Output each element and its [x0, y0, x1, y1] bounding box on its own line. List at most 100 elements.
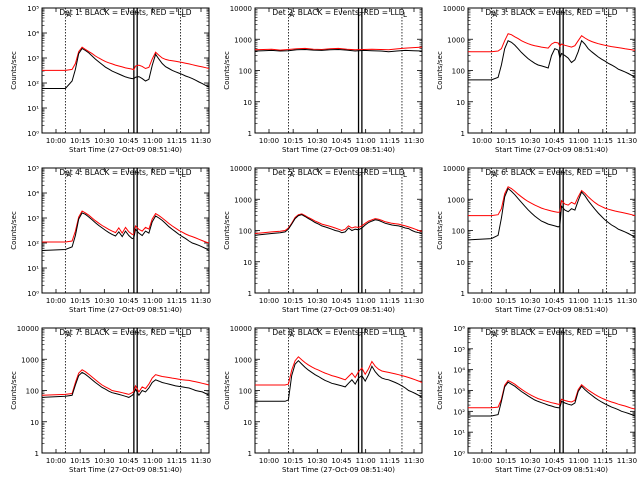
x-tick-label: 10:30 [94, 457, 114, 465]
y-tick-label: 10000 [443, 5, 465, 13]
x-tick-label: 10:45 [544, 457, 564, 465]
y-tick-label: 1000 [21, 356, 39, 364]
chart-title: Det 5: BLACK = Events, RED = LLD [272, 168, 404, 177]
time-marker-label: A [492, 171, 497, 179]
time-marker-label: A [289, 331, 294, 339]
time-marker-label: L [608, 11, 612, 19]
x-tick-label: 10:00 [259, 137, 279, 145]
y-tick-label: 10 [456, 259, 465, 267]
series-line-lld [42, 46, 210, 71]
y-tick-label: 10² [27, 80, 39, 88]
x-tick-label: 10:30 [94, 137, 114, 145]
plot-frame [467, 167, 636, 294]
plot-frame [41, 167, 210, 294]
y-tick-label: 10² [453, 408, 465, 416]
x-tick-label: 10:00 [46, 137, 66, 145]
x-axis-label: Start Time (27-Oct-09 08:51:40) [495, 306, 608, 314]
x-tick-label: 10:00 [472, 137, 492, 145]
chart-title: Det 4: BLACK = Events, RED = LLD [59, 168, 191, 177]
y-tick-label: 100 [26, 388, 39, 396]
x-tick-label: 10:30 [307, 457, 327, 465]
x-tick-label: 11:15 [380, 297, 400, 305]
y-axis-label: Counts/sec [436, 51, 444, 90]
chart-panel-4: Det 4: BLACK = Events, RED = LLD10⁰10¹10… [10, 165, 211, 314]
x-tick-label: 10:15 [70, 137, 90, 145]
series-line-events [255, 359, 423, 402]
y-axis-label: Counts/sec [10, 211, 18, 250]
x-tick-label: 10:45 [331, 137, 351, 145]
y-tick-label: 10⁴ [27, 190, 39, 198]
time-marker-label: A [492, 11, 497, 19]
plot-frame [467, 327, 636, 454]
y-tick-label: 100 [239, 228, 252, 236]
y-tick-label: 10⁰ [27, 130, 39, 138]
x-tick-label: 11:00 [356, 137, 376, 145]
y-tick-label: 10 [456, 99, 465, 107]
time-marker-label: A [66, 331, 71, 339]
x-tick-label: 11:30 [191, 297, 211, 305]
time-marker-label: L [608, 331, 612, 339]
x-tick-label: 10:15 [496, 457, 516, 465]
y-tick-label: 10 [243, 259, 252, 267]
chart-panel-5: Det 5: BLACK = Events, RED = LLD11010010… [223, 165, 424, 314]
y-tick-label: 100 [452, 228, 465, 236]
x-tick-label: 11:15 [167, 457, 187, 465]
x-tick-label: 11:30 [617, 297, 637, 305]
x-tick-label: 11:15 [380, 137, 400, 145]
y-tick-label: 10⁴ [453, 367, 465, 375]
time-marker-label: A [66, 11, 71, 19]
series-line-lld [468, 33, 636, 53]
x-tick-label: 10:00 [259, 457, 279, 465]
x-tick-label: 10:45 [544, 297, 564, 305]
y-tick-label: 10³ [453, 388, 465, 396]
x-tick-label: 10:30 [94, 297, 114, 305]
series-line-lld [42, 210, 210, 244]
y-tick-label: 10³ [27, 55, 39, 63]
x-tick-label: 11:15 [380, 457, 400, 465]
time-marker-label: L [182, 11, 186, 19]
y-tick-label: 10 [30, 419, 39, 427]
chart-panel-1: Det 1: BLACK = Events, RED = LLD10⁰10¹10… [10, 5, 211, 154]
y-tick-label: 10¹ [453, 429, 465, 437]
x-tick-label: 10:15 [496, 137, 516, 145]
x-axis-label: Start Time (27-Oct-09 08:51:40) [282, 146, 395, 154]
x-tick-label: 10:15 [283, 457, 303, 465]
time-marker-label: A [492, 331, 497, 339]
x-tick-label: 11:00 [143, 137, 163, 145]
x-tick-label: 10:30 [520, 457, 540, 465]
series-line-events [41, 371, 210, 398]
y-tick-label: 10⁴ [27, 30, 39, 38]
y-tick-label: 1 [248, 450, 252, 458]
chart-title: Det 2: BLACK = Events, RED = LLD [272, 8, 404, 17]
chart-title: Det 6: BLACK = Events, RED = LLD [485, 168, 617, 177]
y-tick-label: 100 [239, 68, 252, 76]
chart-title: Det 7: BLACK = Events, RED = LLD [59, 328, 191, 337]
y-tick-label: 10⁰ [453, 450, 465, 458]
y-tick-label: 1000 [234, 356, 252, 364]
x-tick-label: 10:45 [118, 457, 138, 465]
x-tick-label: 10:15 [283, 137, 303, 145]
x-tick-label: 10:45 [331, 457, 351, 465]
x-tick-label: 11:30 [404, 137, 424, 145]
chart-panel-7: Det 7: BLACK = Events, RED = LLD11010010… [10, 325, 211, 474]
y-tick-label: 1 [248, 130, 252, 138]
series-line-lld [41, 369, 210, 396]
y-tick-label: 10¹ [27, 265, 39, 273]
plot-frame [41, 327, 210, 454]
x-tick-label: 11:00 [569, 137, 589, 145]
chart-panel-6: Det 6: BLACK = Events, RED = LLD11010010… [436, 165, 637, 314]
y-tick-label: 10¹ [27, 105, 39, 113]
x-axis-label: Start Time (27-Oct-09 08:51:40) [495, 146, 608, 154]
x-tick-label: 11:00 [569, 297, 589, 305]
x-tick-label: 10:45 [118, 297, 138, 305]
y-tick-label: 100 [239, 388, 252, 396]
plot-frame [467, 7, 636, 134]
y-axis-label: Counts/sec [223, 211, 231, 250]
y-axis-label: Counts/sec [10, 51, 18, 90]
time-marker-label: L [182, 171, 186, 179]
plot-frame [254, 327, 423, 454]
x-tick-label: 11:30 [617, 137, 637, 145]
x-axis-label: Start Time (27-Oct-09 08:51:40) [69, 466, 182, 474]
chart-title: Det 9: BLACK = Events, RED = LLD [485, 328, 617, 337]
chart-panel-9: Det 9: BLACK = Events, RED = LLD10⁰10¹10… [436, 325, 637, 474]
